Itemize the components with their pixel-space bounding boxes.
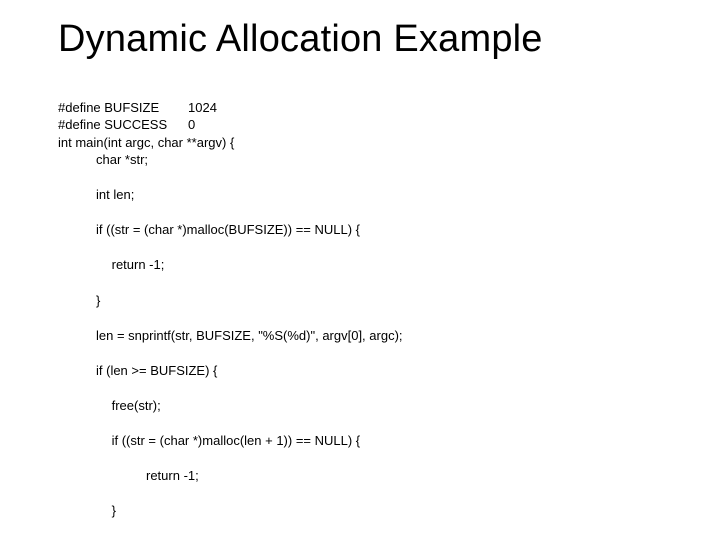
define-name: #define SUCCESS [58,116,188,134]
define-value: 0 [188,117,195,132]
code-line: int main(int argc, char **argv) { [58,135,234,150]
code-line: #define SUCCESS0 [58,117,195,132]
code-line: char *str; [58,151,680,169]
code-line: #define BUFSIZE1024 [58,100,217,115]
code-line: return -1; [58,256,680,274]
code-line: int len; [58,186,680,204]
code-line: if (len >= BUFSIZE) { [58,362,680,380]
code-line: if ((str = (char *)malloc(BUFSIZE)) == N… [58,221,680,239]
code-line: free(str); [58,397,680,415]
slide-title: Dynamic Allocation Example [58,18,680,61]
slide: Dynamic Allocation Example #define BUFSI… [0,0,720,540]
code-line: } [58,292,680,310]
code-line: } [58,502,680,520]
define-value: 1024 [188,100,217,115]
code-line: return -1; [58,467,680,485]
code-line: if ((str = (char *)malloc(len + 1)) == N… [58,432,680,450]
code-line: len = snprintf(str, BUFSIZE, "%S(%d)", a… [58,327,680,345]
define-name: #define BUFSIZE [58,99,188,117]
code-block: #define BUFSIZE1024 #define SUCCESS0 int… [58,81,680,540]
